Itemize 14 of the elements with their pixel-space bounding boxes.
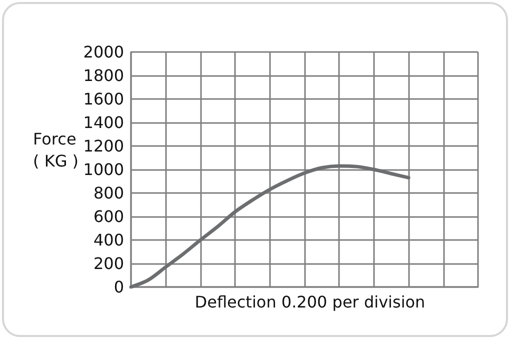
y-tick-label: 1800 xyxy=(83,66,124,85)
line-series xyxy=(129,164,410,289)
y-tick-label: 200 xyxy=(93,254,124,273)
y-tick-label: 600 xyxy=(93,207,124,226)
y-tick-label: 1400 xyxy=(83,113,124,132)
y-tick-label: 2000 xyxy=(83,42,124,62)
y-tick-label: 400 xyxy=(93,230,124,250)
y-tick-label: 1200 xyxy=(83,136,124,156)
y-axis-title: Force ( KG ) xyxy=(33,130,79,170)
y-tick-label: 1600 xyxy=(83,90,124,108)
y-tick-label: 0 xyxy=(114,278,124,296)
y-tick-label: 800 xyxy=(93,184,124,202)
x-axis-title: Deflection 0.200 per division xyxy=(194,292,426,312)
y-tick-label: 1000 xyxy=(83,160,124,179)
